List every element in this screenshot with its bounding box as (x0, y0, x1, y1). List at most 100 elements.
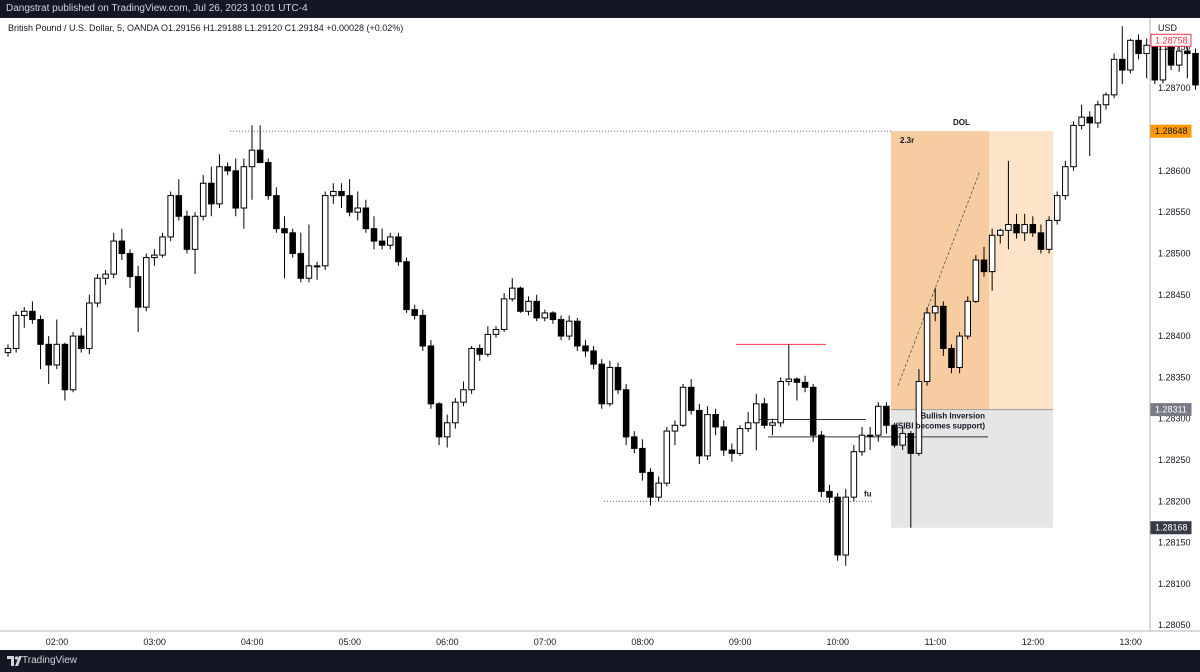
bullish-candle (541, 312, 549, 319)
time-tick-label: 07:00 (534, 637, 557, 647)
bullish-candle (248, 149, 256, 168)
time-tick-label: 06:00 (436, 637, 459, 647)
annotation-text: DOL 2.3r Bullish Inversion(SIBI becomes su… (864, 118, 985, 498)
bullish-candle (753, 403, 760, 424)
price-tick-label: 1.28750 (1158, 42, 1191, 52)
price-tick-label: 1.28550 (1158, 207, 1191, 217)
time-tick-label: 05:00 (339, 637, 362, 647)
bearish-candle (338, 190, 345, 197)
bullish-candle (443, 422, 451, 438)
price-tick-label: 1.28300 (1158, 414, 1191, 424)
publish-text: Dangstrat published on TradingView.com, … (6, 3, 308, 14)
chart-area[interactable]: DOL 2.3r Bullish Inversion (SIBI becomes su… (0, 18, 1200, 650)
bearish-candle (712, 414, 719, 428)
bullish-candle (679, 386, 687, 426)
bearish-candle (622, 389, 630, 438)
bearish-candle (419, 314, 427, 347)
bearish-candle (883, 405, 890, 426)
bearish-candle (980, 259, 988, 273)
price-tick-label: 1.28350 (1158, 372, 1191, 382)
bearish-candle (598, 363, 605, 405)
tradingview-logo-icon (7, 656, 22, 666)
bearish-candle (289, 232, 296, 254)
price-tick-label: 1.28050 (1158, 620, 1191, 630)
bearish-candle (834, 496, 841, 556)
bullish-candle (850, 451, 858, 498)
price-tick-label: 1.28500 (1158, 248, 1191, 258)
bearish-candle (281, 228, 288, 234)
bullish-candle (1045, 219, 1053, 250)
bearish-candle (614, 366, 622, 391)
candlestick-chart[interactable]: DOL 2.3r Bullish Inversion(SIBI becomes su… (0, 18, 1200, 650)
price-badge-label: 1.28758 (1155, 35, 1188, 45)
bullish-candle (1175, 50, 1183, 66)
time-axis[interactable]: 02:00 03:00 04:00 05:00 06:00 07:00 08:00 09:00… (46, 637, 1142, 647)
bullish-candle (354, 207, 361, 213)
bullish-candle (1021, 224, 1028, 234)
risk-reward-label: 2.3r (900, 136, 914, 145)
bearish-candle (77, 335, 85, 349)
bullish-candle (1062, 166, 1069, 197)
bullish-candle (1094, 104, 1102, 124)
bearish-candle (370, 228, 378, 242)
bearish-candle (761, 403, 768, 426)
bearish-candle (720, 426, 727, 451)
bullish-candle (565, 320, 573, 337)
bearish-candle (940, 305, 947, 349)
bullish-candle (777, 381, 784, 424)
bullish-candle (915, 381, 923, 454)
footer-brand: TradingView (22, 655, 78, 666)
bearish-candle (256, 149, 264, 164)
bearish-candle (574, 320, 581, 347)
bullish-candle (1127, 39, 1134, 71)
bearish-candle (533, 300, 540, 319)
bullish-candle (509, 287, 516, 300)
bearish-candle (647, 471, 654, 498)
time-tick-label: 03:00 (143, 637, 166, 647)
bearish-candle (1151, 44, 1159, 81)
bearish-candle (948, 347, 955, 368)
bearish-candle (183, 215, 191, 250)
price-badge (1150, 403, 1192, 417)
time-tick-label: 09:00 (729, 637, 752, 647)
bullish-candle (86, 302, 93, 349)
bearish-candle (818, 434, 825, 492)
time-tick-label: 11:00 (924, 637, 946, 647)
bearish-candle (273, 195, 280, 230)
bearish-candle (1029, 224, 1037, 234)
bullish-candle (460, 389, 467, 403)
bearish-candle (362, 207, 370, 230)
bullish-candle (736, 428, 744, 454)
bearish-candle (1135, 39, 1142, 55)
price-badges: 1.28758 1.28648 1.28311 1.28168 (1150, 33, 1192, 535)
bullish-candle (858, 434, 866, 453)
bullish-candle (110, 240, 117, 275)
bullish-candle (69, 335, 77, 391)
price-tick-label: 1.28700 (1158, 83, 1191, 93)
bearish-candle (639, 447, 646, 473)
bearish-candle (1013, 224, 1020, 234)
bearish-candle (118, 240, 126, 254)
bullish-candle (102, 273, 109, 279)
bullish-candle (997, 229, 1004, 236)
bullish-candle (21, 310, 28, 316)
bullish-candle (159, 236, 166, 256)
bearish-candle (346, 195, 353, 213)
bearish-candle (126, 252, 134, 278)
bullish-candle (387, 236, 394, 246)
time-tick-label: 02:00 (46, 637, 69, 647)
footer-bar: TradingView (0, 650, 1200, 672)
bullish-candle (305, 265, 313, 279)
time-tick-label: 13:00 (1119, 637, 1142, 647)
bearish-candle (826, 490, 833, 498)
bearish-candle (582, 345, 589, 352)
price-badge-label: 1.28311 (1155, 405, 1187, 415)
bearish-candle (891, 424, 898, 446)
bearish-candle (232, 170, 239, 209)
bullish-candle (1070, 124, 1077, 168)
bullish-candle (452, 401, 459, 424)
bullish-candle (4, 347, 12, 354)
price-tick-label: 1.28150 (1158, 538, 1191, 548)
bullish-candle (1005, 224, 1012, 231)
bullish-candle (167, 195, 174, 238)
